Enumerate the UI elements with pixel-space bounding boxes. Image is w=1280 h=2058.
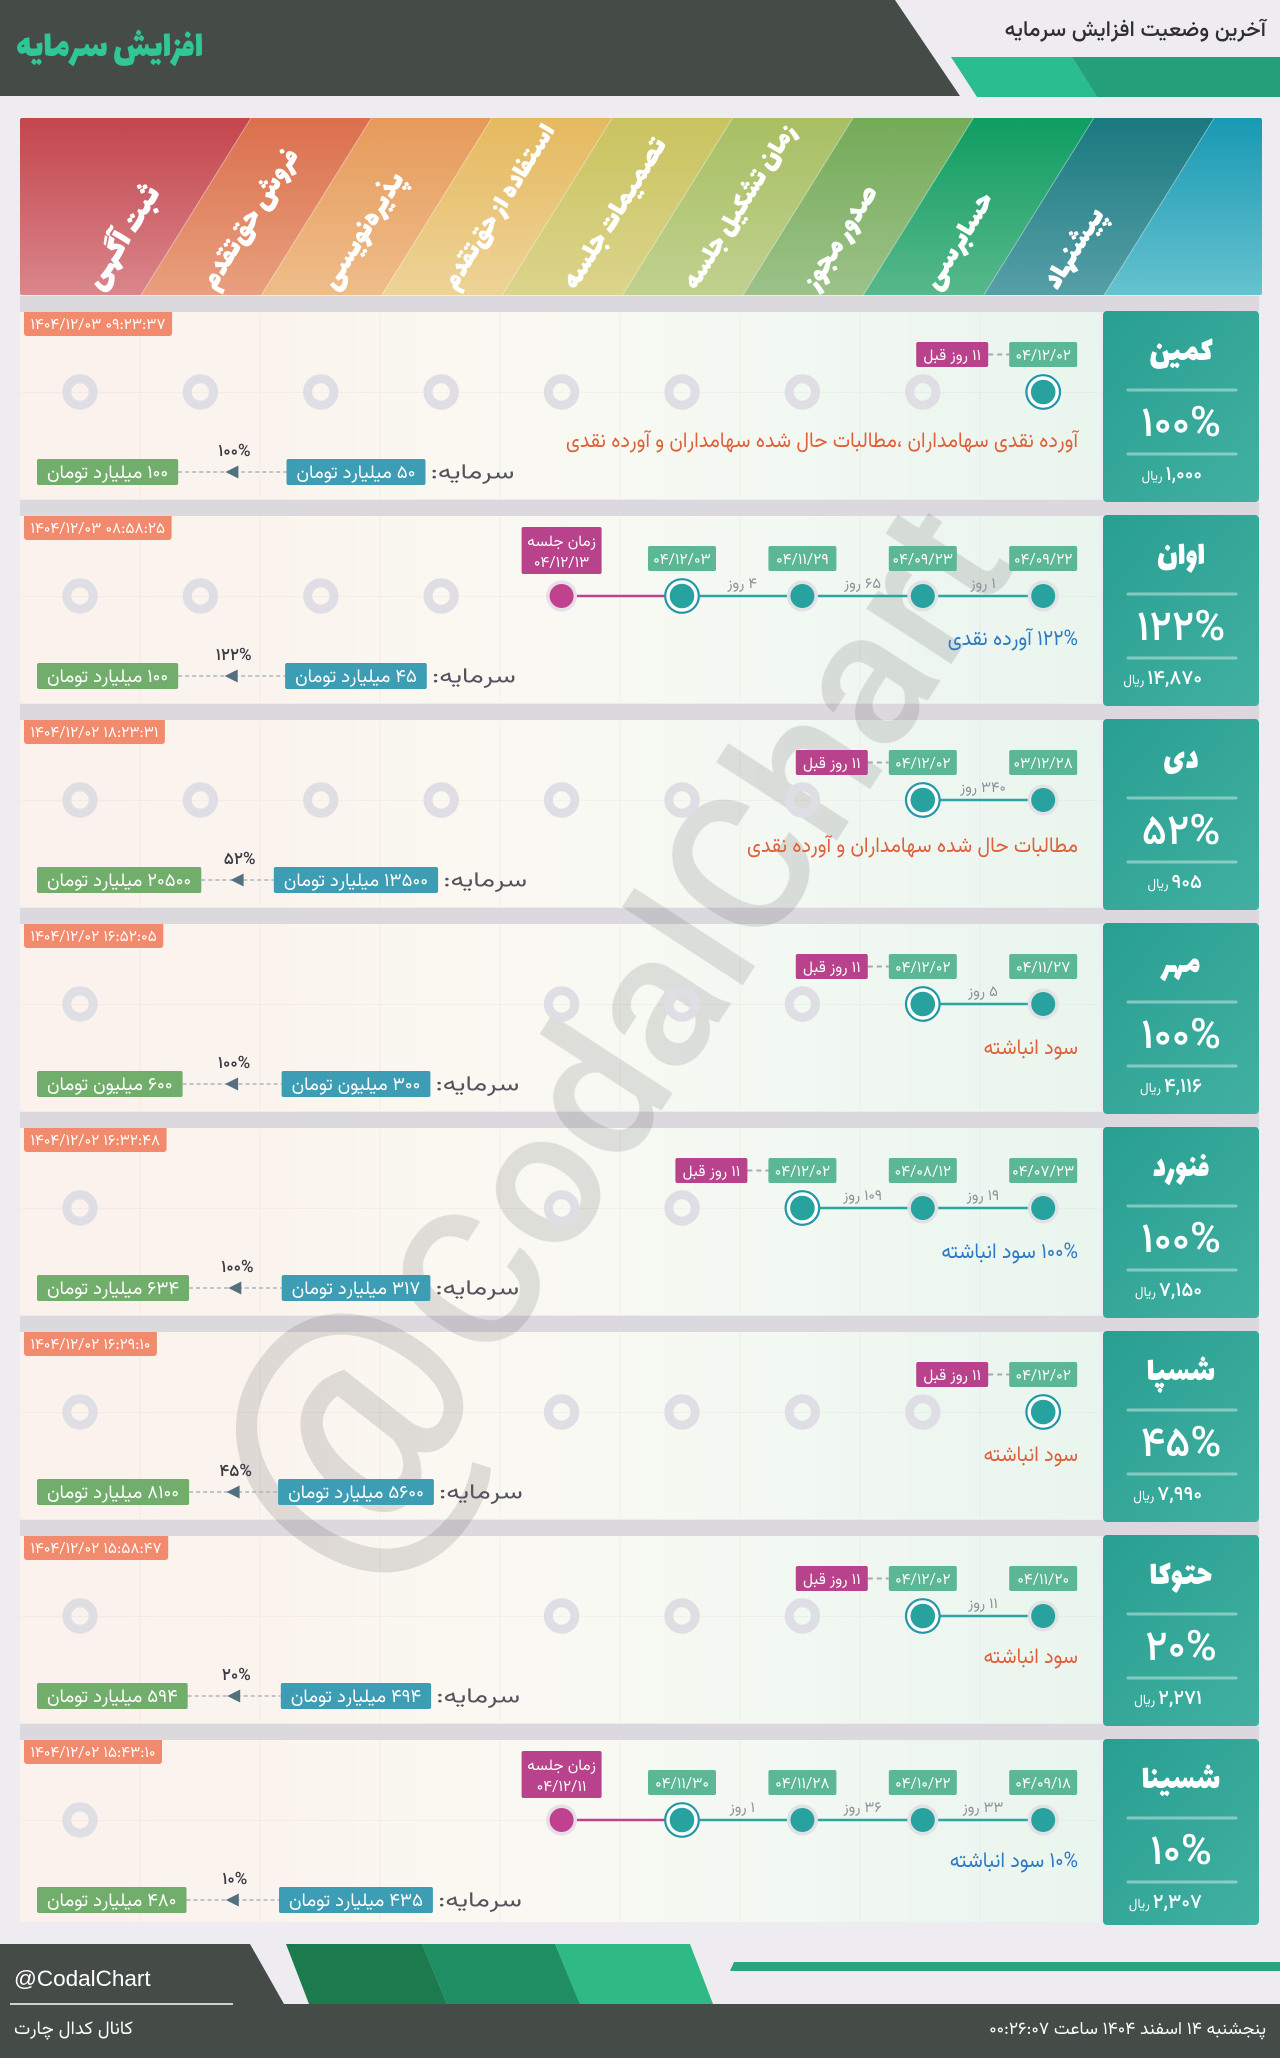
svg-text:@CodalChart: @CodalChart (14, 1966, 151, 1991)
